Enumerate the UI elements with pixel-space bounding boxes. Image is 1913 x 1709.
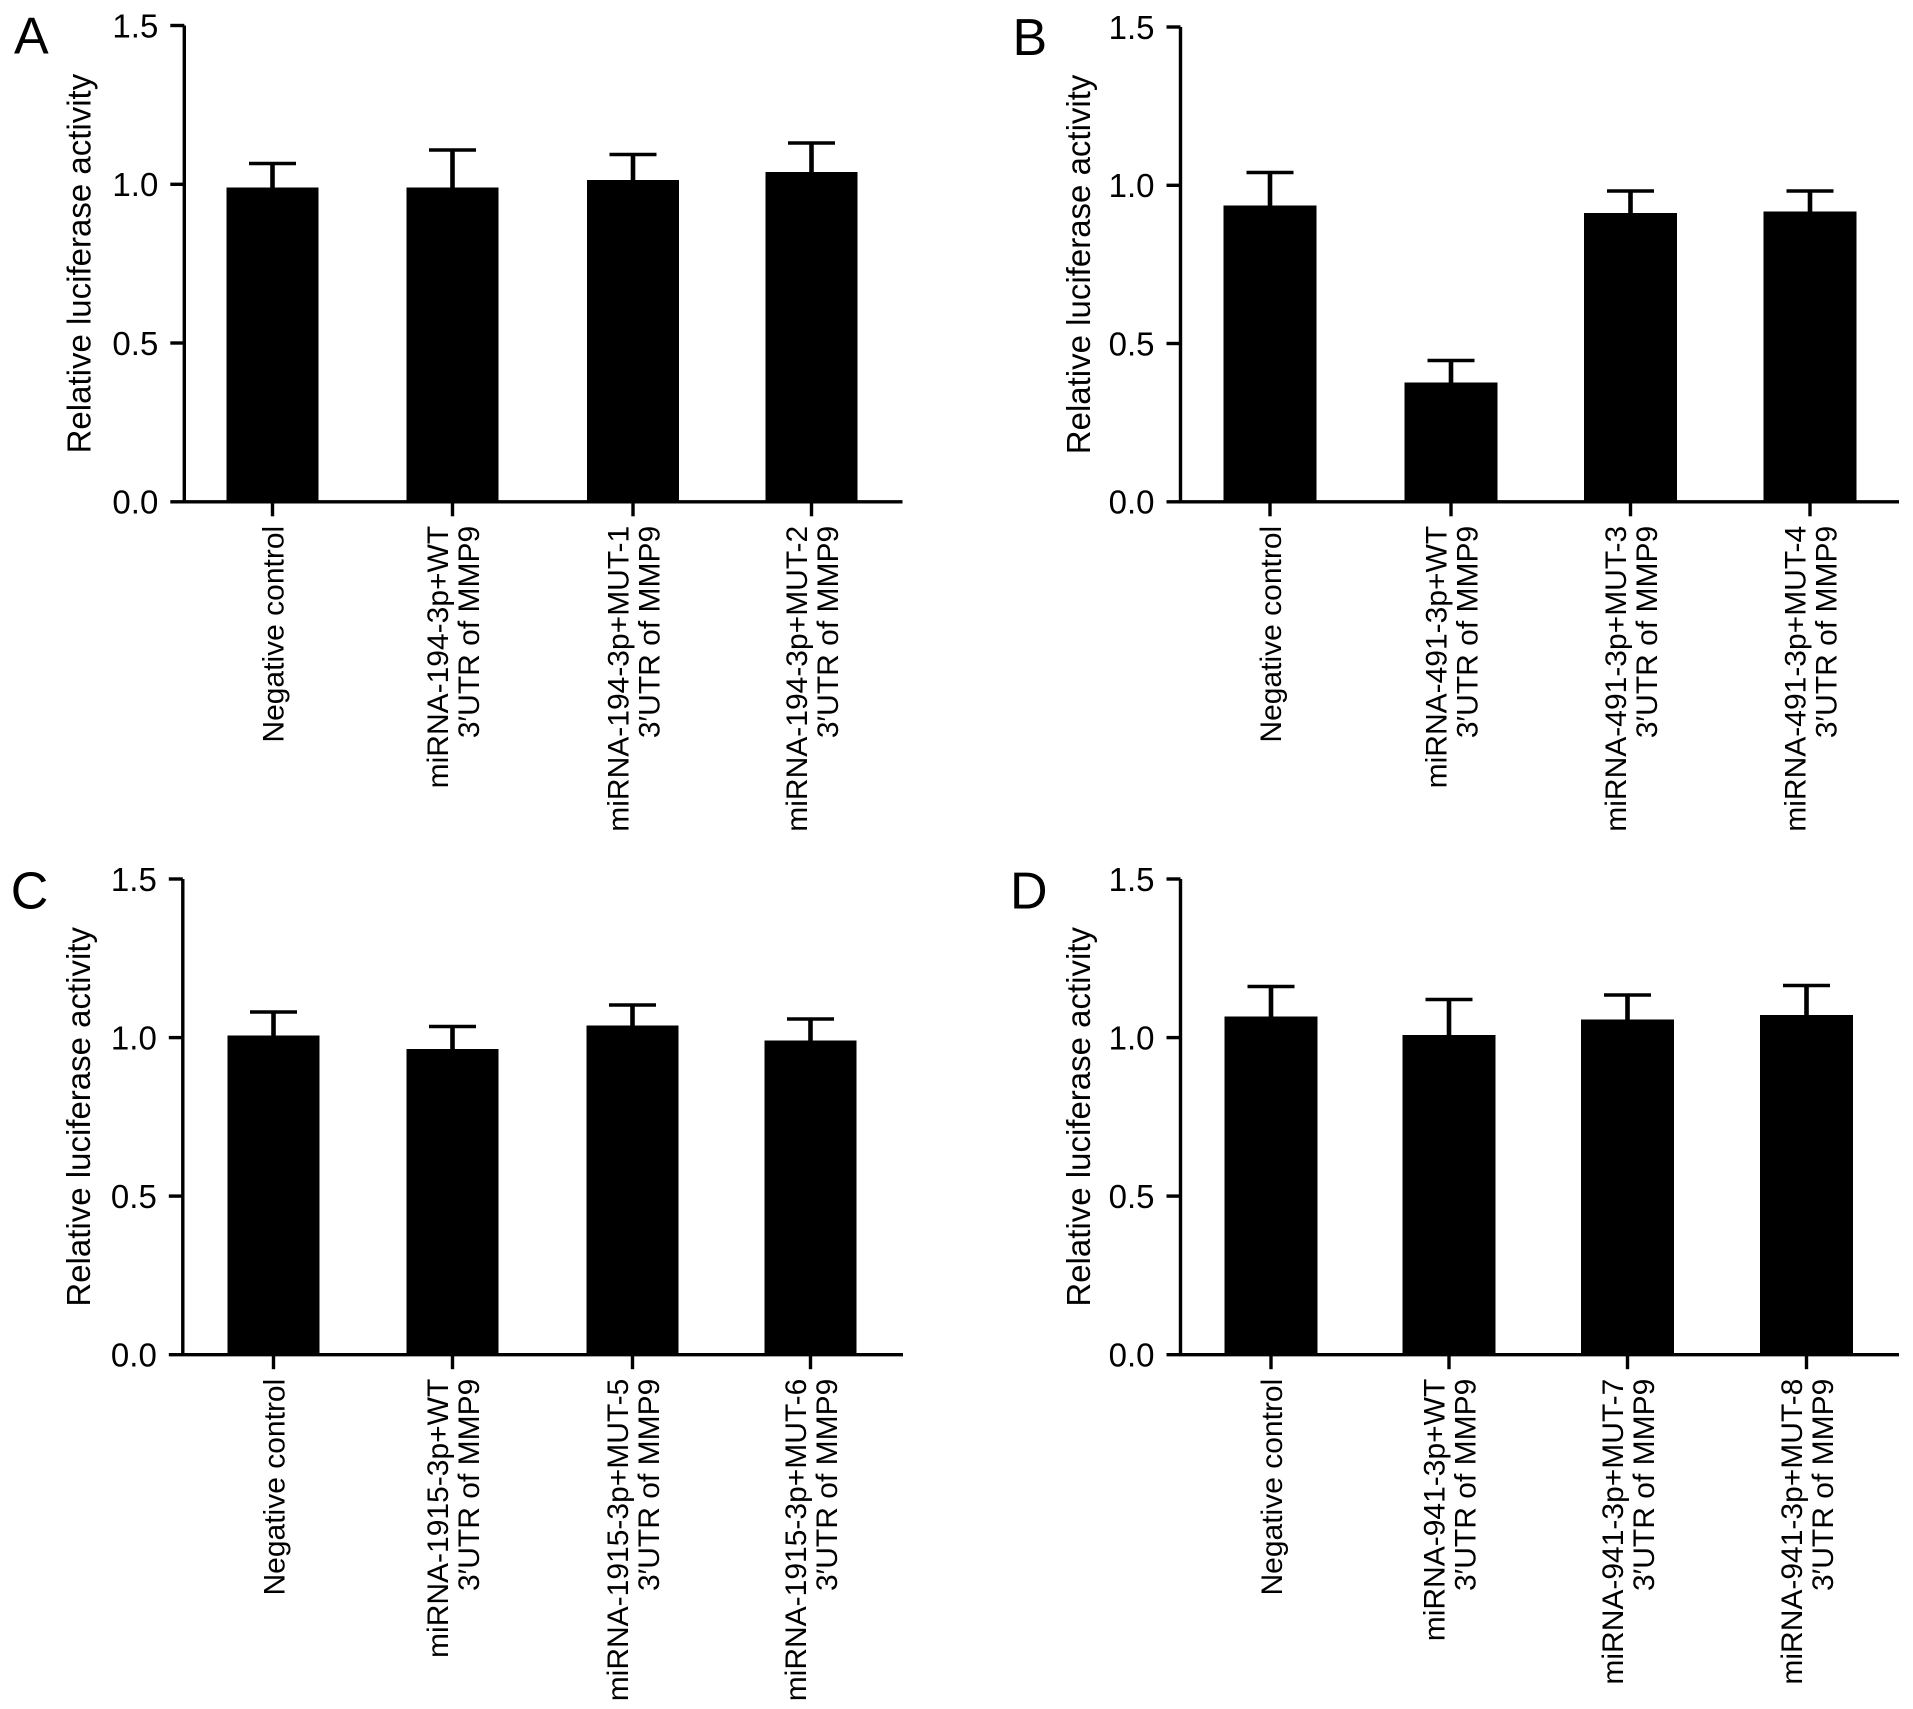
- svg-text:3′UTR of MMP9: 3′UTR of MMP9: [1631, 526, 1664, 738]
- svg-text:0.0: 0.0: [1109, 1337, 1155, 1374]
- svg-text:0.0: 0.0: [1109, 484, 1155, 521]
- svg-text:3′UTR of MMP9: 3′UTR of MMP9: [812, 526, 845, 738]
- svg-text:Relative luciferase activity: Relative luciferase activity: [61, 73, 98, 453]
- svg-text:miRNA-941-3p+MUT-8: miRNA-941-3p+MUT-8: [1776, 1379, 1809, 1685]
- svg-text:miRNA-1915-3p+WT: miRNA-1915-3p+WT: [422, 1379, 455, 1658]
- svg-text:0.5: 0.5: [1109, 1178, 1155, 1215]
- svg-text:miRNA-491-3p+MUT-4: miRNA-491-3p+MUT-4: [1779, 526, 1812, 832]
- svg-text:3′UTR of MMP9: 3′UTR of MMP9: [1451, 526, 1484, 738]
- svg-text:Negative control: Negative control: [1255, 526, 1288, 743]
- svg-text:0.0: 0.0: [112, 484, 158, 521]
- svg-text:miRNA-194-3p+WT: miRNA-194-3p+WT: [422, 526, 455, 789]
- svg-text:Negative control: Negative control: [1256, 1379, 1289, 1596]
- svg-text:0.0: 0.0: [111, 1337, 157, 1374]
- svg-text:3′UTR of MMP9: 3′UTR of MMP9: [1810, 526, 1843, 738]
- svg-text:miRNA-1915-3p+MUT-5: miRNA-1915-3p+MUT-5: [602, 1379, 635, 1702]
- svg-text:3′UTR of MMP9: 3′UTR of MMP9: [453, 526, 486, 738]
- svg-text:Relative luciferase activity: Relative luciferase activity: [1060, 926, 1097, 1306]
- svg-text:3′UTR of MMP9: 3′UTR of MMP9: [811, 1379, 844, 1591]
- svg-text:A: A: [14, 8, 49, 66]
- svg-text:3′UTR of MMP9: 3′UTR of MMP9: [1449, 1379, 1482, 1591]
- svg-text:3′UTR of MMP9: 3′UTR of MMP9: [1807, 1379, 1840, 1591]
- svg-text:miRNA-194-3p+MUT-1: miRNA-194-3p+MUT-1: [602, 526, 635, 832]
- svg-text:1.5: 1.5: [1109, 9, 1155, 46]
- svg-text:B: B: [1013, 9, 1048, 67]
- svg-text:3′UTR of MMP9: 3′UTR of MMP9: [453, 1379, 486, 1591]
- svg-text:Negative control: Negative control: [257, 526, 290, 743]
- svg-text:1.0: 1.0: [1109, 1020, 1155, 1057]
- svg-text:1.0: 1.0: [112, 166, 158, 203]
- svg-text:miRNA-194-3p+MUT-2: miRNA-194-3p+MUT-2: [781, 526, 814, 832]
- svg-text:C: C: [11, 863, 49, 921]
- svg-text:1.0: 1.0: [111, 1020, 157, 1057]
- svg-text:1.5: 1.5: [111, 861, 157, 898]
- svg-text:miRNA-941-3p+MUT-7: miRNA-941-3p+MUT-7: [1597, 1379, 1630, 1685]
- svg-text:0.5: 0.5: [1109, 325, 1155, 362]
- svg-text:miRNA-941-3p+WT: miRNA-941-3p+WT: [1418, 1379, 1451, 1642]
- svg-text:1.5: 1.5: [1109, 861, 1155, 898]
- svg-text:3′UTR of MMP9: 3′UTR of MMP9: [633, 1379, 666, 1591]
- svg-text:1.0: 1.0: [1109, 167, 1155, 204]
- svg-text:1.5: 1.5: [112, 7, 158, 44]
- svg-text:Relative luciferase activity: Relative luciferase activity: [60, 926, 97, 1306]
- svg-text:0.5: 0.5: [111, 1178, 157, 1215]
- svg-text:D: D: [1010, 863, 1048, 921]
- svg-text:3′UTR of MMP9: 3′UTR of MMP9: [633, 526, 666, 738]
- svg-text:miRNA-491-3p+MUT-3: miRNA-491-3p+MUT-3: [1600, 526, 1633, 832]
- svg-text:Relative luciferase activity: Relative luciferase activity: [1060, 74, 1097, 454]
- svg-text:3′UTR of MMP9: 3′UTR of MMP9: [1628, 1379, 1661, 1591]
- svg-text:miRNA-1915-3p+MUT-6: miRNA-1915-3p+MUT-6: [780, 1379, 813, 1702]
- svg-text:miRNA-491-3p+WT: miRNA-491-3p+WT: [1420, 526, 1453, 789]
- svg-text:Negative control: Negative control: [258, 1379, 291, 1596]
- svg-text:0.5: 0.5: [112, 325, 158, 362]
